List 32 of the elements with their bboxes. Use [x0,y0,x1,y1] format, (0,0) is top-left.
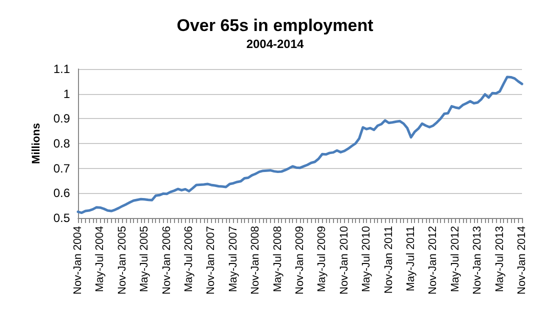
x-tick-label: Nov-Jan 2007 [205,226,218,294]
chart-title: Over 65s in employment [176,16,374,35]
x-tick-label: Nov-Jan 2004 [72,226,84,294]
x-tick-label: Nov-Jan 2008 [250,226,262,294]
x-tick-label: Nov-Jan 2011 [382,226,395,294]
x-tick-label: May-Jul 2008 [272,226,284,292]
x-tick-label: Nov-Jan 2009 [294,226,306,294]
chart-subtitle: 2004-2014 [246,37,304,51]
y-tick-label: 0.5 [53,211,70,225]
x-tick-label: May-Jul 2005 [138,226,151,292]
x-tick-label: Nov-Jan 2006 [160,226,173,294]
x-tick-label: Nov-Jan 2014 [516,226,528,294]
x-tick-label: May-Jul 2012 [449,226,462,292]
x-tick-label: Nov-Jan 2010 [338,226,350,294]
x-tick-label: May-Jul 2004 [94,226,106,292]
y-tick-label: 0.7 [53,161,70,176]
x-tick-label: May-Jul 2011 [405,226,417,292]
x-tick-label: May-Jul 2010 [360,226,373,292]
y-axis-title: Millions [30,123,42,164]
y-tick-label: 0.6 [53,186,70,200]
x-tick-label: May-Jul 2013 [494,226,506,292]
y-tick-label: 0.8 [53,136,70,150]
y-tick-label: 1.1 [53,62,70,76]
x-tick-label: Nov-Jan 2005 [116,226,128,294]
x-tick-label: Nov-Jan 2013 [472,226,484,294]
x-tick-label: Nov-Jan 2012 [427,226,440,294]
x-tick-label: May-Jul 2007 [227,226,240,292]
x-tick-label: May-Jul 2006 [183,226,195,292]
y-tick-label: 0.9 [53,112,70,126]
y-tick-label: 1 [63,86,70,101]
line-series [76,76,524,214]
x-tick-label: May-Jul 2009 [316,226,328,292]
